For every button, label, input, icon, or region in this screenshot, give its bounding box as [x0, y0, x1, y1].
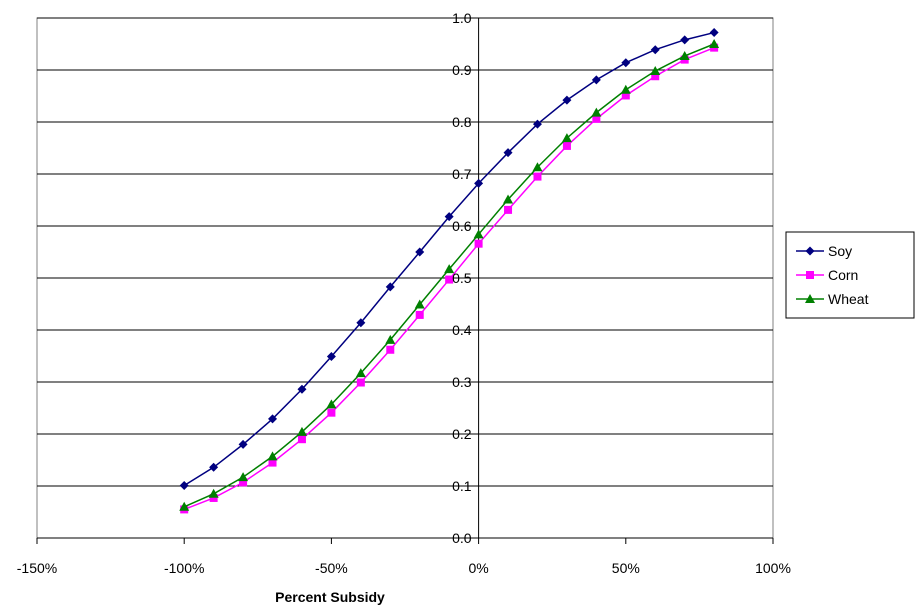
- y-tick-label: 0.1: [452, 478, 472, 494]
- legend: Soy Corn Wheat: [785, 231, 915, 319]
- x-tick-labels: -150% -100% -50% 0% 50% 100%: [17, 560, 791, 576]
- data-point-soy: [650, 45, 660, 55]
- data-point-wheat: [385, 334, 396, 344]
- legend-entry-corn: Corn: [796, 267, 858, 283]
- data-point-soy: [326, 352, 336, 362]
- data-point-soy: [591, 75, 601, 85]
- legend-entry-wheat: Wheat: [796, 291, 869, 307]
- data-point-soy: [680, 35, 690, 45]
- data-point-soy: [297, 384, 307, 394]
- axes: [36, 17, 774, 544]
- x-tick-label: -50%: [315, 560, 348, 576]
- data-point-soy: [621, 58, 631, 68]
- y-tick-label: 0.7: [452, 166, 472, 182]
- y-tick-label: 0.3: [452, 374, 472, 390]
- data-point-corn: [651, 72, 660, 81]
- data-point-corn: [562, 141, 571, 150]
- x-axis-title: Percent Subsidy: [275, 589, 385, 605]
- data-point-wheat: [591, 107, 602, 117]
- data-point-corn: [386, 345, 395, 354]
- data-point-corn: [268, 458, 277, 467]
- y-tick-label: 1.0: [452, 10, 472, 26]
- y-tick-label: 0.0: [452, 530, 472, 546]
- data-point-soy: [268, 414, 278, 424]
- data-point-corn: [533, 172, 542, 181]
- data-point-corn: [474, 239, 483, 248]
- data-point-wheat: [650, 66, 661, 76]
- data-point-soy: [562, 95, 572, 105]
- data-point-wheat: [179, 501, 190, 511]
- data-point-soy: [532, 119, 542, 129]
- data-point-wheat: [267, 451, 278, 461]
- gridlines: [36, 17, 774, 539]
- data-point-soy: [356, 318, 366, 328]
- data-point-soy: [209, 462, 219, 472]
- y-tick-label: 0.9: [452, 62, 472, 78]
- y-tick-labels: 0.0 0.1 0.2 0.3 0.4 0.5 0.6 0.7 0.8 0.9 1.0: [452, 10, 472, 546]
- data-point-soy: [474, 178, 484, 188]
- data-point-corn: [621, 91, 630, 100]
- data-point-soy: [238, 439, 248, 449]
- legend-label-corn: Corn: [828, 267, 858, 283]
- data-point-soy: [503, 148, 513, 158]
- y-tick-label: 0.6: [452, 218, 472, 234]
- data-point-soy: [179, 480, 189, 490]
- legend-marker-wheat: [805, 294, 815, 303]
- data-point-wheat: [238, 472, 249, 482]
- data-point-wheat: [355, 368, 366, 378]
- data-point-corn: [415, 310, 424, 319]
- data-point-wheat: [532, 162, 543, 172]
- data-point-corn: [504, 205, 513, 214]
- data-point-soy: [709, 28, 719, 38]
- data-point-wheat: [208, 488, 219, 498]
- legend-label-wheat: Wheat: [828, 291, 869, 307]
- data-point-wheat: [473, 229, 484, 239]
- data-point-corn: [592, 114, 601, 123]
- data-point-wheat: [679, 50, 690, 60]
- y-tick-label: 0.5: [452, 270, 472, 286]
- data-point-wheat: [709, 39, 720, 48]
- legend-label-soy: Soy: [828, 243, 852, 259]
- data-point-wheat: [296, 426, 307, 436]
- y-tick-label: 0.2: [452, 426, 472, 442]
- data-point-wheat: [503, 194, 514, 204]
- x-tick-label: 0%: [468, 560, 488, 576]
- data-point-soy: [415, 247, 425, 257]
- data-point-corn: [297, 435, 306, 444]
- data-point-corn: [209, 493, 218, 502]
- data-point-soy: [444, 212, 454, 222]
- data-point-wheat: [326, 399, 337, 409]
- legend-marker-soy: [805, 246, 815, 256]
- legend-marker-corn: [806, 271, 814, 279]
- data-point-wheat: [444, 264, 455, 274]
- y-tick-label: 0.8: [452, 114, 472, 130]
- data-point-corn: [445, 275, 454, 284]
- data-point-wheat: [620, 84, 631, 94]
- series-soy: [179, 28, 719, 490]
- data-point-corn: [327, 408, 336, 417]
- x-tick-label: 100%: [755, 560, 791, 576]
- y-tick-label: 0.4: [452, 322, 472, 338]
- data-point-wheat: [561, 133, 572, 143]
- x-tick-label: -100%: [164, 560, 204, 576]
- data-point-wheat: [414, 299, 425, 309]
- series-wheat: [179, 39, 720, 511]
- series-lines: [179, 28, 720, 514]
- x-tick-label: -150%: [17, 560, 57, 576]
- data-point-corn: [356, 378, 365, 387]
- data-point-corn: [239, 478, 248, 487]
- data-point-soy: [385, 282, 395, 292]
- legend-entry-soy: Soy: [796, 243, 852, 259]
- x-tick-label: 50%: [612, 560, 640, 576]
